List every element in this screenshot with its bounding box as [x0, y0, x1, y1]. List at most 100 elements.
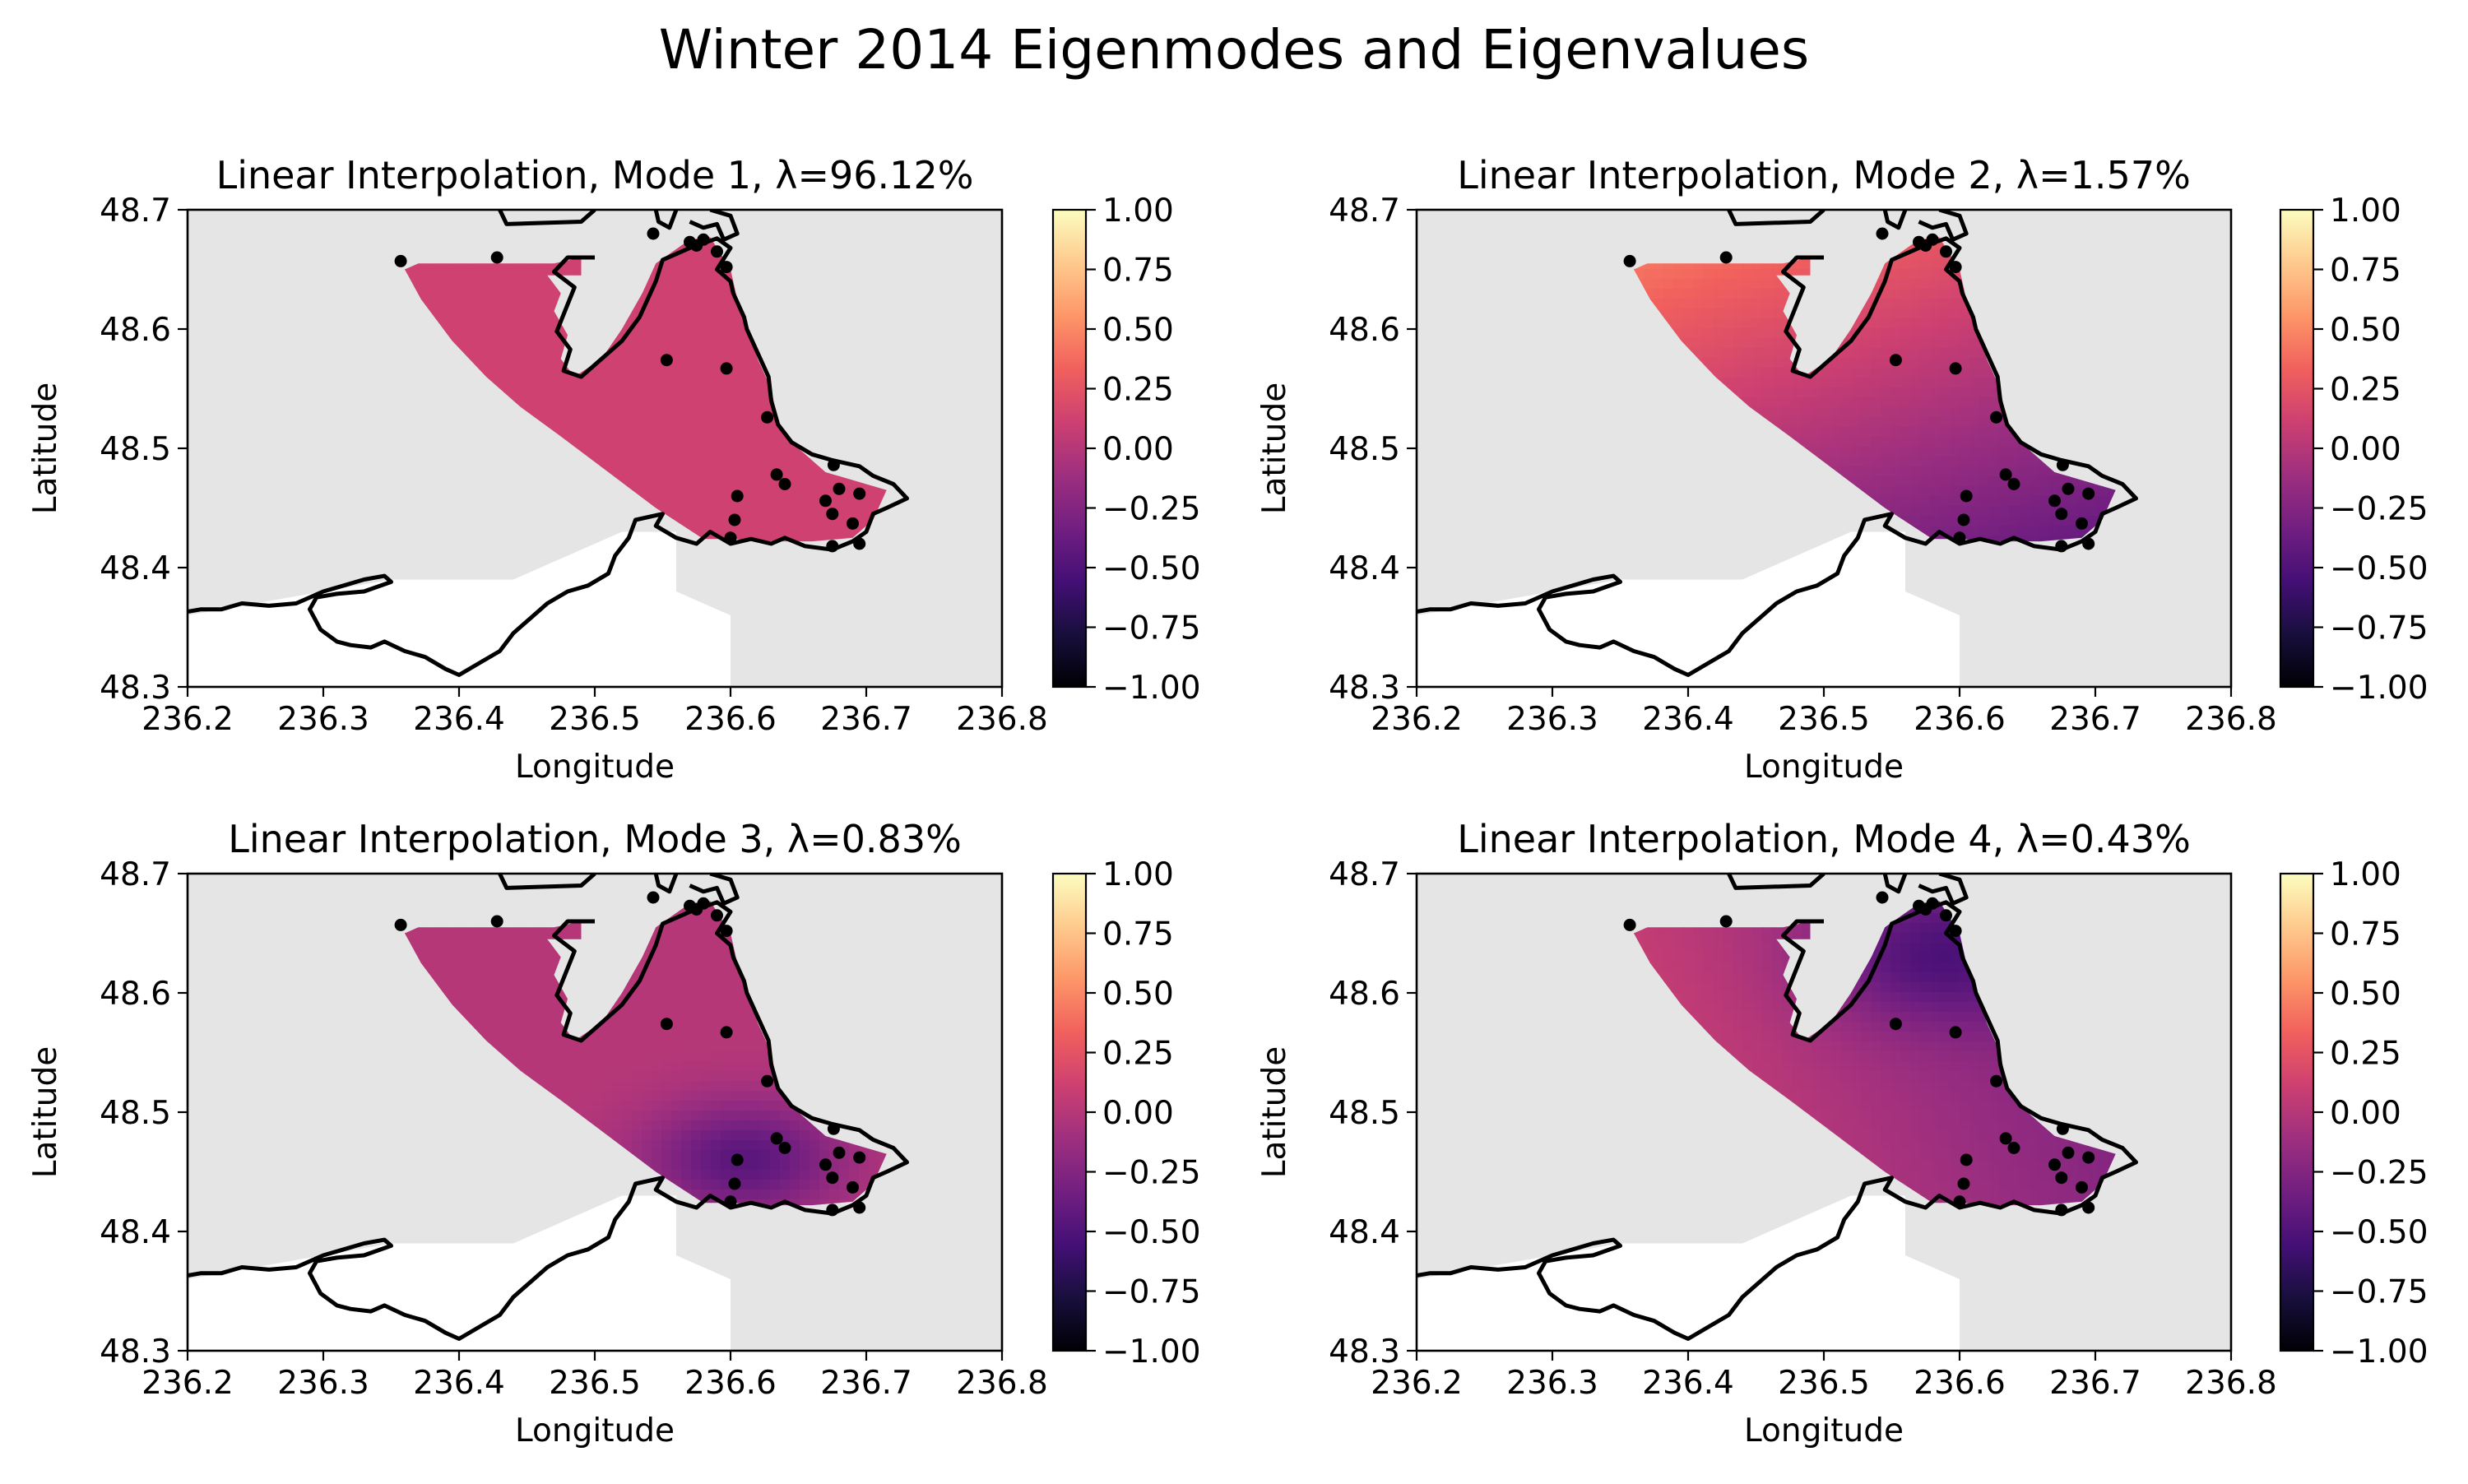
colorbar-tick-label: −0.25 [2330, 491, 2429, 528]
y-tick-label: 48.5 [1329, 1095, 1400, 1132]
station-point [721, 925, 733, 937]
colorbar: 1.000.750.500.250.00−0.25−0.50−0.75−1.00 [1053, 192, 1201, 707]
station-point [1954, 531, 1966, 544]
station-point [826, 1203, 838, 1216]
station-point [779, 1142, 791, 1154]
station-point [853, 1152, 865, 1164]
station-point [721, 362, 733, 374]
x-tick-label: 236.8 [2185, 1365, 2277, 1402]
colorbar-tick-label: 0.25 [2330, 1036, 2401, 1073]
station-point [761, 1075, 773, 1087]
y-tick-label: 48.4 [100, 1214, 171, 1251]
colorbar-tick-label: 0.75 [1102, 916, 1174, 953]
colorbar-tick-label: 0.00 [2330, 431, 2401, 468]
station-point [779, 478, 791, 490]
station-point [698, 897, 710, 910]
x-tick-label: 236.6 [1914, 1365, 2006, 1402]
station-point [847, 517, 859, 530]
station-point [2057, 1123, 2069, 1135]
y-tick-label: 48.5 [100, 1095, 171, 1132]
y-tick-label: 48.7 [100, 856, 171, 893]
station-point [819, 494, 832, 507]
y-tick-label: 48.6 [100, 976, 171, 1013]
x-axis-label: Longitude [1744, 1412, 1904, 1449]
station-point [1960, 490, 1973, 503]
colorbar-tick-label: 1.00 [2330, 192, 2401, 230]
y-axis-label: Latitude [1256, 1046, 1293, 1179]
station-point [1954, 1195, 1966, 1208]
y-tick-label: 48.3 [1329, 1333, 1400, 1370]
figure-title: Winter 2014 Eigenmodes and Eigenvalues [0, 18, 2468, 81]
colorbar: 1.000.750.500.250.00−0.25−0.50−0.75−1.00 [2280, 192, 2429, 707]
station-point [2008, 478, 2020, 490]
station-point [1927, 234, 1939, 246]
panel-title: Linear Interpolation, Mode 2, λ=1.57% [1457, 153, 2191, 197]
station-point [647, 892, 660, 904]
colorbar-tick-label: 0.50 [1102, 976, 1174, 1013]
colorbar-gradient [2280, 874, 2313, 1351]
colorbar-tick-label: 0.50 [2330, 976, 2401, 1013]
colorbar: 1.000.750.500.250.00−0.25−0.50−0.75−1.00 [2280, 856, 2429, 1370]
panel-title: Linear Interpolation, Mode 4, λ=0.43% [1457, 817, 2191, 861]
x-tick-label: 236.8 [956, 1365, 1048, 1402]
station-point [2076, 1181, 2088, 1194]
station-point [819, 1158, 832, 1171]
colorbar-tick-label: −1.00 [2330, 670, 2429, 707]
station-point [2082, 1202, 2095, 1214]
y-tick-label: 48.7 [1329, 856, 1400, 893]
y-tick-label: 48.7 [100, 192, 171, 230]
station-point [853, 488, 865, 500]
station-point [1990, 411, 2002, 424]
x-tick-label: 236.8 [956, 701, 1048, 738]
panel-title: Linear Interpolation, Mode 3, λ=0.83% [228, 817, 962, 861]
station-point [833, 483, 846, 495]
colorbar-tick-label: −1.00 [1102, 1333, 1201, 1370]
station-point [1950, 261, 1962, 273]
station-point [661, 1018, 673, 1030]
colorbar-tick-label: −1.00 [1102, 670, 1201, 707]
colorbar-tick-label: 1.00 [1102, 192, 1174, 230]
y-tick-label: 48.3 [100, 1333, 171, 1370]
station-point [2055, 1171, 2067, 1184]
station-point [647, 228, 660, 240]
x-axis-label: Longitude [515, 749, 675, 786]
colorbar-tick-label: −0.50 [2330, 1214, 2429, 1251]
station-point [725, 531, 737, 544]
y-tick-label: 48.7 [1329, 192, 1400, 230]
station-point [828, 1123, 840, 1135]
station-point [1958, 514, 1970, 526]
station-point [491, 916, 503, 928]
colorbar-gradient [1053, 874, 1086, 1351]
station-point [2055, 540, 2067, 552]
y-tick-label: 48.5 [1329, 431, 1400, 468]
x-tick-label: 236.3 [1506, 701, 1598, 738]
x-tick-label: 236.4 [1642, 701, 1734, 738]
x-tick-label: 236.7 [820, 701, 912, 738]
station-point [721, 261, 733, 273]
station-point [1950, 1026, 1962, 1038]
colorbar-tick-label: 0.25 [1102, 1036, 1174, 1073]
station-point [771, 1132, 783, 1144]
station-point [1720, 252, 1733, 264]
x-tick-label: 236.5 [1778, 1365, 1870, 1402]
colorbar-tick-label: 1.00 [2330, 856, 2401, 893]
y-tick-label: 48.6 [100, 312, 171, 349]
y-tick-label: 48.4 [1329, 1214, 1400, 1251]
station-point [2062, 1147, 2075, 1159]
x-tick-label: 236.8 [2185, 701, 2277, 738]
station-point [833, 1147, 846, 1159]
x-tick-label: 236.7 [2049, 701, 2141, 738]
station-point [2082, 1152, 2095, 1164]
colorbar-tick-label: 0.50 [2330, 312, 2401, 349]
station-point [711, 909, 723, 921]
x-tick-label: 236.4 [413, 701, 505, 738]
station-point [828, 459, 840, 471]
x-tick-label: 236.7 [820, 1365, 912, 1402]
station-point [1927, 897, 1939, 910]
station-point [2082, 488, 2095, 500]
station-point [2000, 1132, 2012, 1144]
station-point [761, 411, 773, 424]
y-tick-label: 48.3 [1329, 670, 1400, 707]
x-tick-label: 236.3 [1506, 1365, 1598, 1402]
